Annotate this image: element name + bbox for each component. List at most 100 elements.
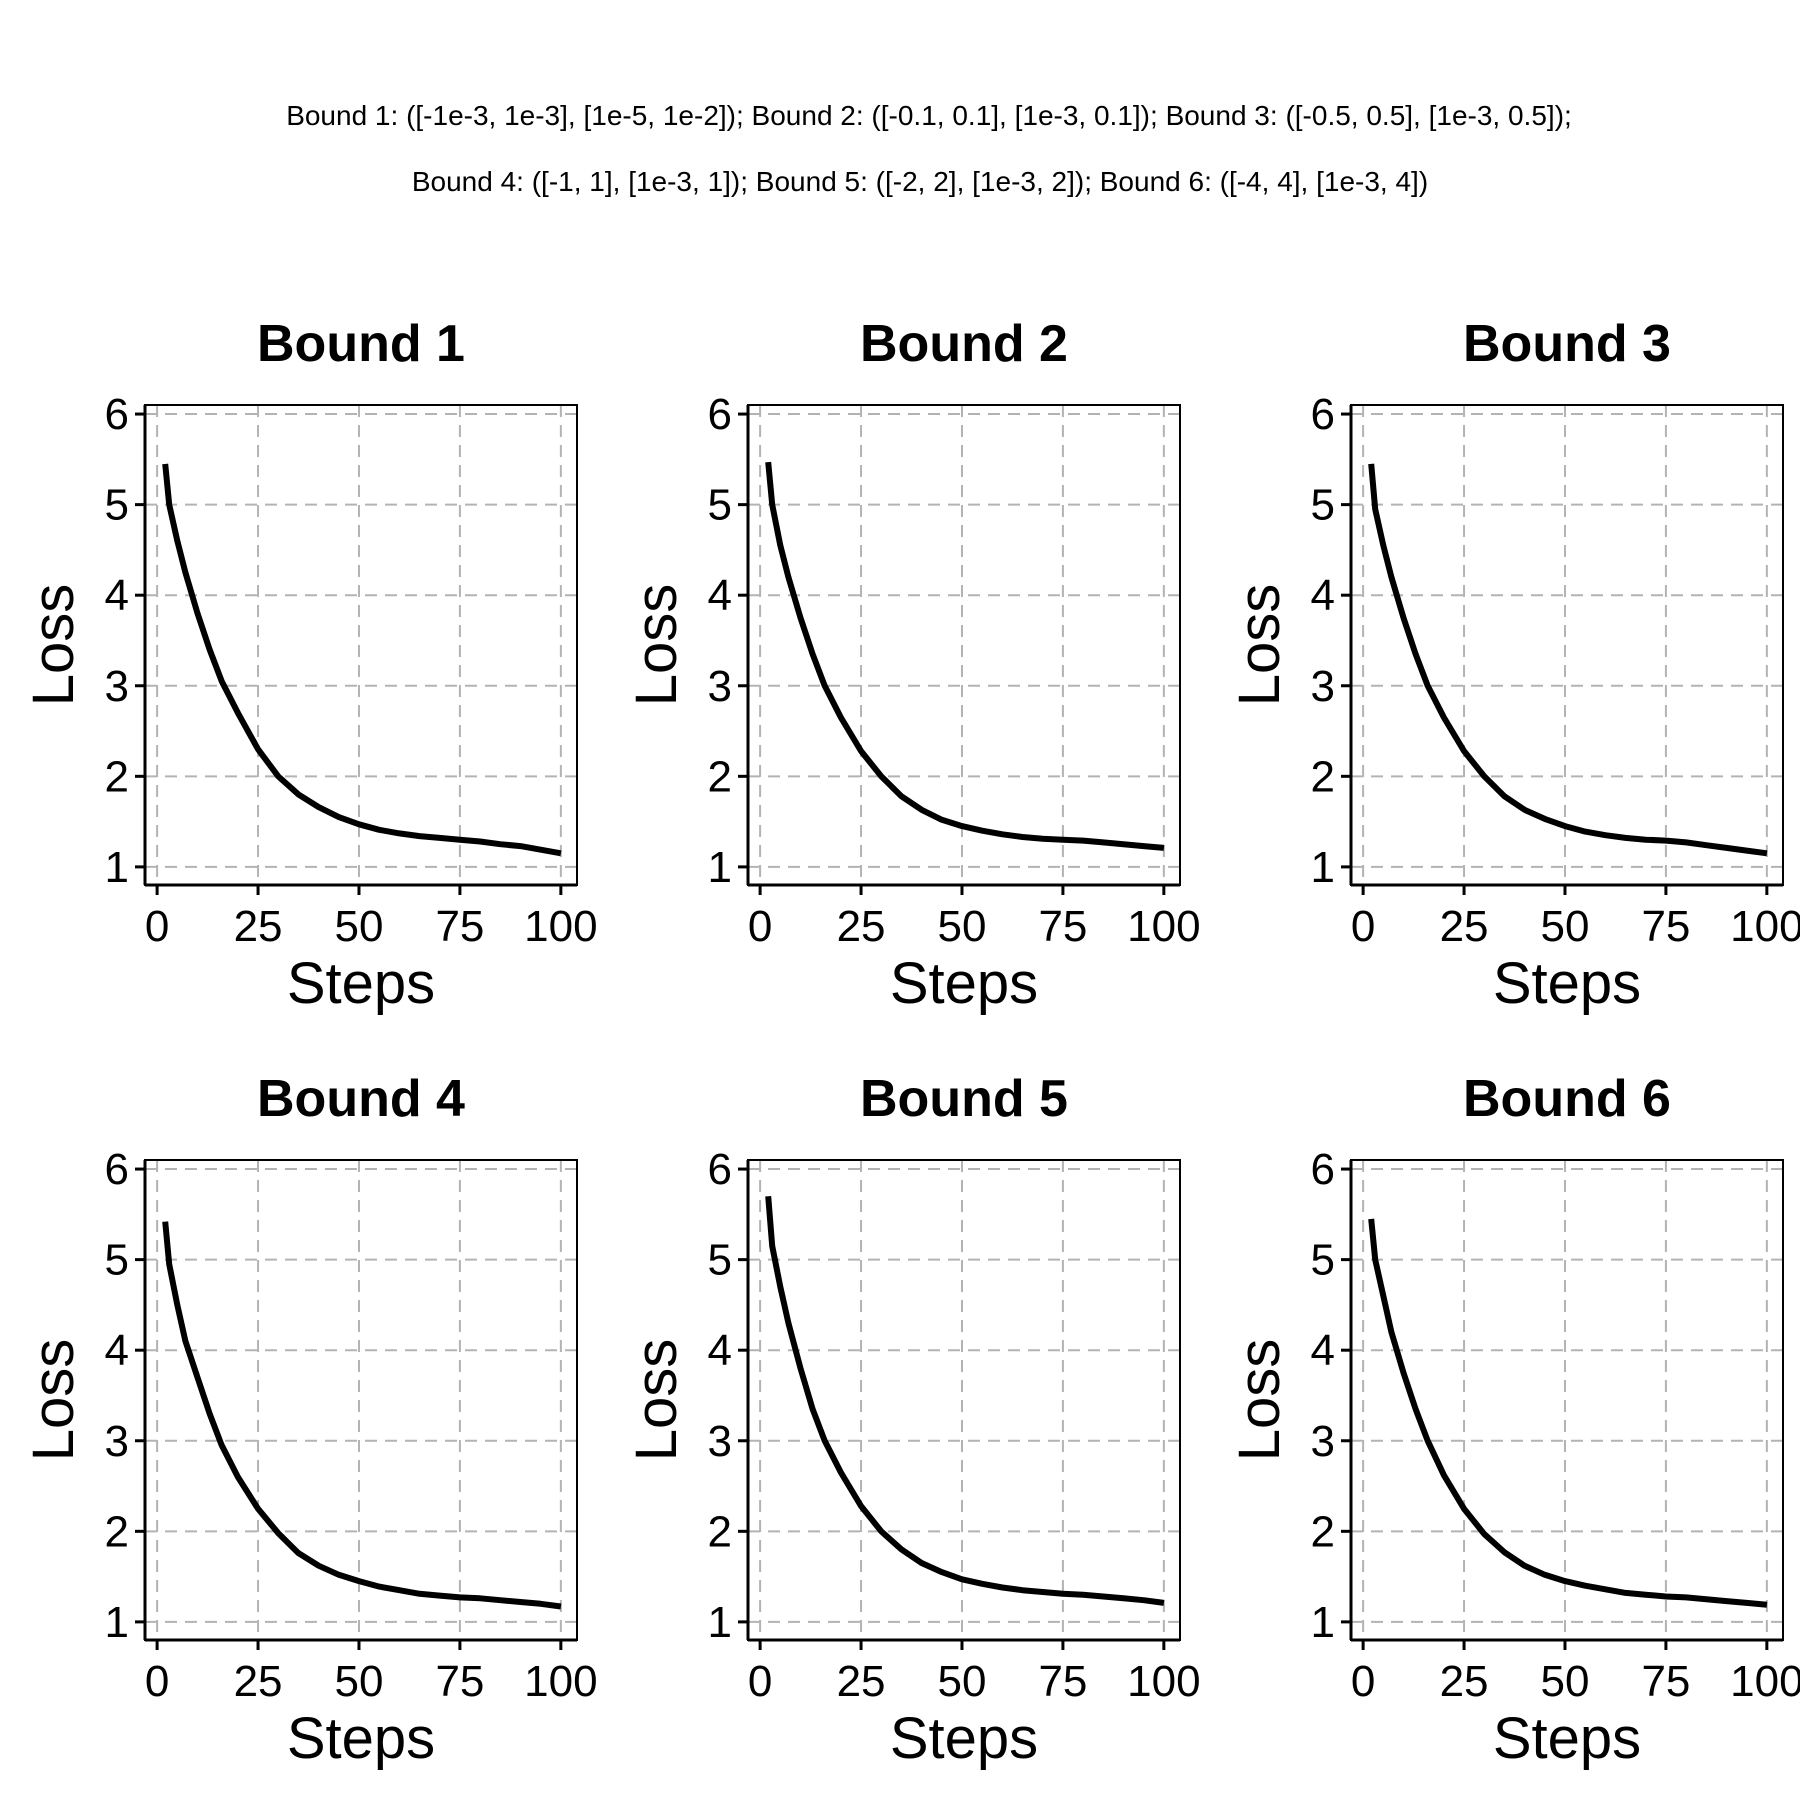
- x-tick-label: 0: [1351, 1657, 1375, 1706]
- x-axis-title: Steps: [890, 951, 1038, 1016]
- y-tick-label: 4: [708, 571, 732, 620]
- y-tick-label: 4: [1311, 1326, 1335, 1375]
- x-tick-label: 25: [837, 902, 886, 951]
- plot-frame: [1350, 1159, 1784, 1641]
- x-tick-label: 75: [1038, 902, 1087, 951]
- x-tick-label: 50: [938, 1657, 987, 1706]
- x-tick-label: 50: [335, 1657, 384, 1706]
- panel-2: Bound 2 1 2 3 4 5 6 0 25 50 75 100 Steps Loss: [624, 315, 1201, 1016]
- x-tick-label: 100: [524, 1657, 597, 1706]
- x-tick-label: 0: [748, 1657, 772, 1706]
- y-axis-title: Loss: [624, 584, 689, 707]
- loss-series-line: [765, 1195, 1165, 1606]
- y-tick-label: 3: [708, 1417, 732, 1466]
- x-tick-label: 75: [435, 1657, 484, 1706]
- loss-series-line: [162, 463, 562, 857]
- x-tick-label: 100: [1127, 1657, 1200, 1706]
- x-tick-label: 75: [1641, 1657, 1690, 1706]
- y-tick-label: 1: [1311, 1598, 1335, 1647]
- x-tick-label: 0: [145, 1657, 169, 1706]
- x-tick-label: 100: [1730, 1657, 1800, 1706]
- y-tick-label: 6: [1311, 1145, 1335, 1194]
- y-axis-title: Loss: [624, 1339, 689, 1462]
- x-tick-label: 50: [335, 902, 384, 951]
- panel-title: Bound 1: [257, 315, 465, 373]
- panel-3: Bound 3 1 2 3 4 5 6 0 25 50 75 100 Steps Loss: [1227, 315, 1800, 1016]
- panel-title: Bound 4: [257, 1070, 465, 1128]
- x-tick-label: 75: [1038, 1657, 1087, 1706]
- x-tick-label: 50: [1541, 902, 1590, 951]
- figure-caption-line-2: Bound 4: ([-1, 1], [1e-3, 1]); Bound 5: …: [411, 166, 1429, 197]
- y-tick-label: 5: [105, 481, 129, 530]
- loss-series-line: [765, 461, 1165, 851]
- y-axis-title: Loss: [21, 584, 86, 707]
- y-tick-label: 3: [105, 662, 129, 711]
- y-tick-label: 4: [1311, 571, 1335, 620]
- plot-frame: [1350, 404, 1784, 886]
- x-tick-label: 100: [1127, 902, 1200, 951]
- y-tick-label: 2: [708, 1507, 732, 1556]
- y-tick-label: 6: [708, 390, 732, 439]
- y-tick-label: 6: [105, 1145, 129, 1194]
- y-tick-label: 2: [1311, 752, 1335, 801]
- y-tick-label: 2: [105, 1507, 129, 1556]
- y-tick-label: 6: [708, 1145, 732, 1194]
- y-tick-label: 4: [105, 571, 129, 620]
- y-tick-label: 5: [105, 1236, 129, 1285]
- y-tick-label: 5: [708, 1236, 732, 1285]
- x-axis-title: Steps: [287, 1706, 435, 1771]
- y-tick-label: 1: [708, 1598, 732, 1647]
- x-tick-label: 50: [1541, 1657, 1590, 1706]
- figure-caption-line-1: Bound 1: ([-1e-3, 1e-3], [1e-5, 1e-2]); …: [286, 100, 1572, 131]
- x-tick-label: 75: [435, 902, 484, 951]
- x-tick-label: 75: [1641, 902, 1690, 951]
- loss-series-line: [162, 1221, 562, 1610]
- panel-5: Bound 5 1 2 3 4 5 6 0 25 50 75 100 Steps Loss: [624, 1070, 1201, 1771]
- panel-1: Bound 1 1 2 3 4 5 6 0 25 50 75 100 Steps Loss: [21, 315, 598, 1016]
- x-axis-title: Steps: [1493, 951, 1641, 1016]
- y-axis-title: Loss: [1227, 1339, 1292, 1462]
- x-tick-label: 25: [1440, 1657, 1489, 1706]
- loss-series-line: [1368, 463, 1768, 857]
- x-tick-label: 25: [837, 1657, 886, 1706]
- y-tick-label: 1: [1311, 843, 1335, 892]
- panel-title: Bound 5: [860, 1070, 1068, 1128]
- plot-frame: [144, 1159, 578, 1641]
- y-tick-label: 6: [105, 390, 129, 439]
- y-tick-label: 5: [1311, 481, 1335, 530]
- y-tick-label: 1: [708, 843, 732, 892]
- y-tick-label: 2: [708, 752, 732, 801]
- y-tick-label: 1: [105, 843, 129, 892]
- y-tick-label: 2: [1311, 1507, 1335, 1556]
- panel-title: Bound 2: [860, 315, 1068, 373]
- y-tick-label: 1: [105, 1598, 129, 1647]
- y-tick-label: 4: [105, 1326, 129, 1375]
- y-tick-label: 5: [1311, 1236, 1335, 1285]
- x-tick-label: 50: [938, 902, 987, 951]
- x-tick-label: 25: [1440, 902, 1489, 951]
- y-tick-label: 3: [1311, 1417, 1335, 1466]
- y-tick-label: 3: [1311, 662, 1335, 711]
- x-axis-title: Steps: [890, 1706, 1038, 1771]
- y-tick-label: 5: [708, 481, 732, 530]
- y-tick-label: 2: [105, 752, 129, 801]
- plot-frame: [747, 404, 1181, 886]
- x-tick-label: 25: [234, 902, 283, 951]
- y-tick-label: 3: [708, 662, 732, 711]
- panel-6: Bound 6 1 2 3 4 5 6 0 25 50 75 100 Steps Loss: [1227, 1070, 1800, 1771]
- y-axis-title: Loss: [1227, 584, 1292, 707]
- x-tick-label: 0: [748, 902, 772, 951]
- y-axis-title: Loss: [21, 1339, 86, 1462]
- x-tick-label: 0: [145, 902, 169, 951]
- y-tick-label: 3: [105, 1417, 129, 1466]
- x-tick-label: 25: [234, 1657, 283, 1706]
- x-tick-label: 100: [524, 902, 597, 951]
- loss-series-line: [1368, 1218, 1768, 1608]
- panel-4: Bound 4 1 2 3 4 5 6 0 25 50 75 100 Steps Loss: [21, 1070, 598, 1771]
- x-axis-title: Steps: [1493, 1706, 1641, 1771]
- y-tick-label: 4: [708, 1326, 732, 1375]
- panel-title: Bound 6: [1463, 1070, 1671, 1128]
- panel-title: Bound 3: [1463, 315, 1671, 373]
- x-tick-label: 0: [1351, 902, 1375, 951]
